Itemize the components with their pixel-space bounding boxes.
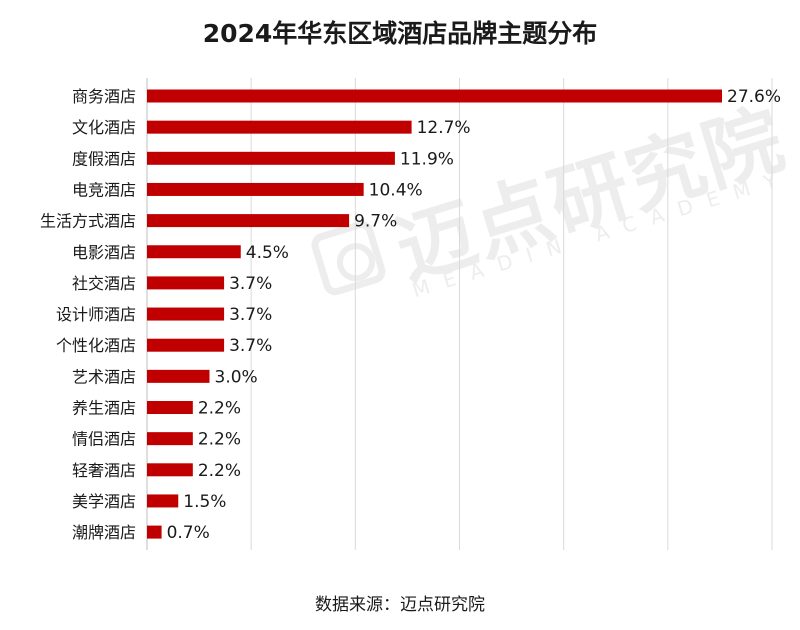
category-label: 设计师酒店 <box>56 305 136 324</box>
bar <box>147 494 179 508</box>
category-label: 商务酒店 <box>72 87 136 106</box>
data-label: 3.7% <box>229 305 272 325</box>
category-label: 养生酒店 <box>72 399 136 418</box>
category-label: 电影酒店 <box>72 243 136 262</box>
category-label: 度假酒店 <box>72 149 136 168</box>
data-label: 2.2% <box>198 461 241 481</box>
bar <box>147 307 225 321</box>
data-label: 9.7% <box>354 212 397 232</box>
category-label: 社交酒店 <box>72 274 136 293</box>
category-label: 电竞酒店 <box>72 180 136 199</box>
bar <box>147 369 210 383</box>
data-label: 12.7% <box>417 118 471 138</box>
data-label: 1.5% <box>183 492 226 512</box>
data-label: 0.7% <box>167 523 210 543</box>
category-label: 情侣酒店 <box>72 430 136 449</box>
bar <box>147 276 225 290</box>
category-label: 轻奢酒店 <box>72 461 136 480</box>
bar <box>147 525 162 539</box>
category-label: 艺术酒店 <box>72 367 136 386</box>
bar <box>147 89 722 103</box>
bar <box>147 214 350 228</box>
bar <box>147 463 193 477</box>
category-label: 生活方式酒店 <box>40 212 136 231</box>
bar <box>147 338 225 352</box>
data-label: 2.2% <box>198 399 241 419</box>
bar <box>147 432 193 446</box>
bar <box>147 151 395 165</box>
data-label: 4.5% <box>246 243 289 263</box>
bar <box>147 182 364 196</box>
data-label: 3.7% <box>229 274 272 294</box>
data-label: 11.9% <box>400 149 454 169</box>
category-label: 个性化酒店 <box>56 336 136 355</box>
chart-title: 2024年华东区域酒店品牌主题分布 <box>202 19 598 48</box>
data-label: 2.2% <box>198 430 241 450</box>
data-label: 10.4% <box>369 180 423 200</box>
data-label: 3.7% <box>229 336 272 356</box>
bar <box>147 245 241 259</box>
source-note: 数据来源：迈点研究院 <box>315 595 485 615</box>
bar <box>147 401 193 414</box>
data-label: 3.0% <box>215 367 258 387</box>
category-label: 美学酒店 <box>72 492 136 511</box>
category-label: 潮牌酒店 <box>72 523 136 542</box>
category-label: 文化酒店 <box>72 118 136 137</box>
bar <box>147 120 412 134</box>
data-label: 27.6% <box>727 87 781 107</box>
